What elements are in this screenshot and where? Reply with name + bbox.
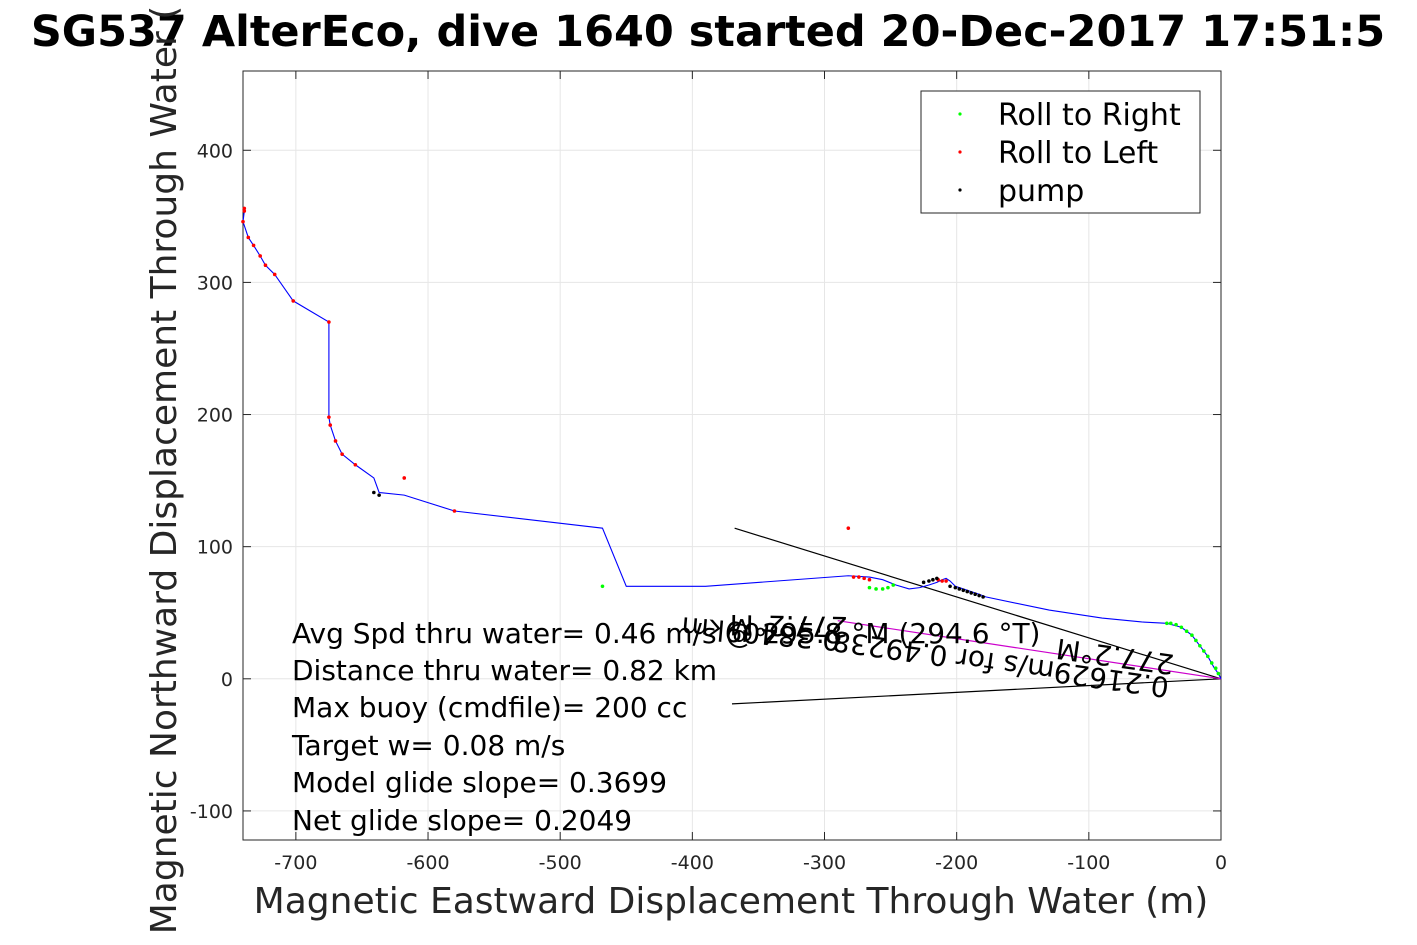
point-roll-to-right xyxy=(1209,661,1214,665)
legend-marker-roll-right xyxy=(958,112,962,116)
point-roll-to-left xyxy=(340,452,344,456)
annotation-avg-speed: Avg Spd thru water= 0.46 m/s @ 295.8 °M … xyxy=(292,617,1040,650)
x-tick-label: -700 xyxy=(274,852,317,874)
vector-line xyxy=(734,527,1222,680)
vector-line xyxy=(731,678,1222,705)
point-roll-to-right xyxy=(867,585,872,590)
point-roll-to-left xyxy=(272,272,277,277)
axis-ticks: -700 -600 -500 -400 -300 -200 -100 0 -100 0 100 200… xyxy=(190,71,1227,874)
x-tick-label: -300 xyxy=(803,852,846,874)
point-roll-to-right xyxy=(891,583,896,587)
point-pump xyxy=(377,493,381,497)
x-tick-label: -500 xyxy=(539,852,582,874)
point-roll-to-left xyxy=(940,579,944,583)
point-roll-to-right xyxy=(1174,622,1178,627)
point-roll-to-right xyxy=(1165,621,1169,626)
annotation-net-glide: Net glide slope= 0.2049 xyxy=(292,804,632,837)
point-roll-to-left xyxy=(246,235,251,240)
point-pump xyxy=(969,591,974,595)
point-pump xyxy=(935,576,939,581)
y-tick-label: 0 xyxy=(221,669,233,691)
y-tick-label: -100 xyxy=(190,801,233,823)
legend-label-roll-right: Roll to Right xyxy=(998,98,1181,133)
point-roll-to-left xyxy=(402,476,407,480)
point-roll-to-left xyxy=(242,209,247,213)
point-roll-to-left xyxy=(857,575,861,579)
x-tick-label: -200 xyxy=(935,852,978,874)
legend-label-pump: pump xyxy=(998,174,1084,209)
point-roll-to-right xyxy=(1198,643,1202,648)
x-tick-label: -100 xyxy=(1067,852,1110,874)
point-pump xyxy=(977,593,981,598)
legend: Roll to Right Roll to Left pump xyxy=(920,90,1201,214)
point-roll-to-right xyxy=(1202,649,1206,653)
annotation-distance: Distance thru water= 0.82 km xyxy=(292,654,717,687)
point-roll-to-left xyxy=(846,526,851,530)
point-roll-to-right xyxy=(1216,671,1221,676)
point-roll-to-left xyxy=(452,509,457,513)
stats-annotations: Avg Spd thru water= 0.46 m/s @ 295.8 °M … xyxy=(291,617,1040,837)
point-roll-to-left xyxy=(258,254,262,258)
point-pump xyxy=(981,595,985,599)
point-roll-to-left xyxy=(263,263,268,268)
x-tick-label: -400 xyxy=(671,852,714,874)
point-pump xyxy=(372,490,376,495)
plot-area xyxy=(242,70,1222,841)
y-tick-label: 300 xyxy=(197,272,233,294)
point-roll-to-right xyxy=(1179,625,1184,630)
point-roll-to-right xyxy=(1205,654,1210,659)
rotated-annotation-heading-2: 277.2°M xyxy=(729,608,848,643)
point-roll-to-right xyxy=(1213,666,1218,671)
net-track-line xyxy=(837,620,1222,680)
chart-title: SG537 AlterEco, dive 1640 started 20-Dec… xyxy=(31,7,1385,57)
point-roll-to-right xyxy=(600,584,605,589)
x-tick-label: 0 xyxy=(1215,852,1227,874)
point-roll-to-right xyxy=(1190,633,1194,637)
annotation-max-buoy: Max buoy (cmdfile)= 200 cc xyxy=(292,691,687,724)
x-axis-label: Magnetic Eastward Displacement Through W… xyxy=(254,881,1209,922)
point-roll-to-left xyxy=(241,219,245,224)
annotation-target-w: Target w= 0.08 m/s xyxy=(291,729,565,762)
point-pump xyxy=(921,580,926,585)
point-roll-to-right xyxy=(1194,638,1198,643)
point-roll-to-right xyxy=(874,587,878,591)
point-pump xyxy=(953,585,958,590)
y-tick-label: 200 xyxy=(197,405,233,427)
point-pump xyxy=(965,589,970,594)
data-markers xyxy=(241,206,1221,676)
point-pump xyxy=(948,584,952,589)
y-axis-label: Magnetic Northward Displacement Through … xyxy=(144,6,185,935)
point-pump xyxy=(927,579,931,583)
point-roll-to-left xyxy=(251,243,256,248)
point-roll-to-left xyxy=(851,575,856,579)
point-pump xyxy=(931,577,935,582)
point-roll-to-right xyxy=(880,587,885,591)
point-pump xyxy=(957,587,962,591)
point-roll-to-left xyxy=(944,579,948,583)
y-tick-label: 400 xyxy=(197,140,233,162)
point-roll-to-left xyxy=(333,439,338,443)
point-roll-to-left xyxy=(867,577,872,582)
y-tick-label: 100 xyxy=(197,537,233,559)
point-roll-to-left xyxy=(353,462,358,467)
point-roll-to-left xyxy=(328,423,333,427)
point-pump xyxy=(973,592,977,597)
point-roll-to-left xyxy=(327,415,331,419)
point-roll-to-left xyxy=(862,576,866,581)
point-roll-to-left xyxy=(291,299,296,303)
legend-marker-roll-left xyxy=(958,150,962,154)
point-roll-to-right xyxy=(886,585,890,590)
legend-marker-pump xyxy=(958,188,962,192)
x-tick-label: -600 xyxy=(406,852,449,874)
point-roll-to-left xyxy=(327,320,331,324)
legend-label-roll-left: Roll to Left xyxy=(998,136,1158,171)
point-roll-to-left xyxy=(242,206,247,211)
point-pump xyxy=(961,588,966,593)
annotation-model-glide: Model glide slope= 0.3699 xyxy=(292,766,667,799)
legend-box xyxy=(920,90,1201,214)
point-roll-to-right xyxy=(1168,621,1173,626)
point-roll-to-right xyxy=(1184,629,1189,634)
